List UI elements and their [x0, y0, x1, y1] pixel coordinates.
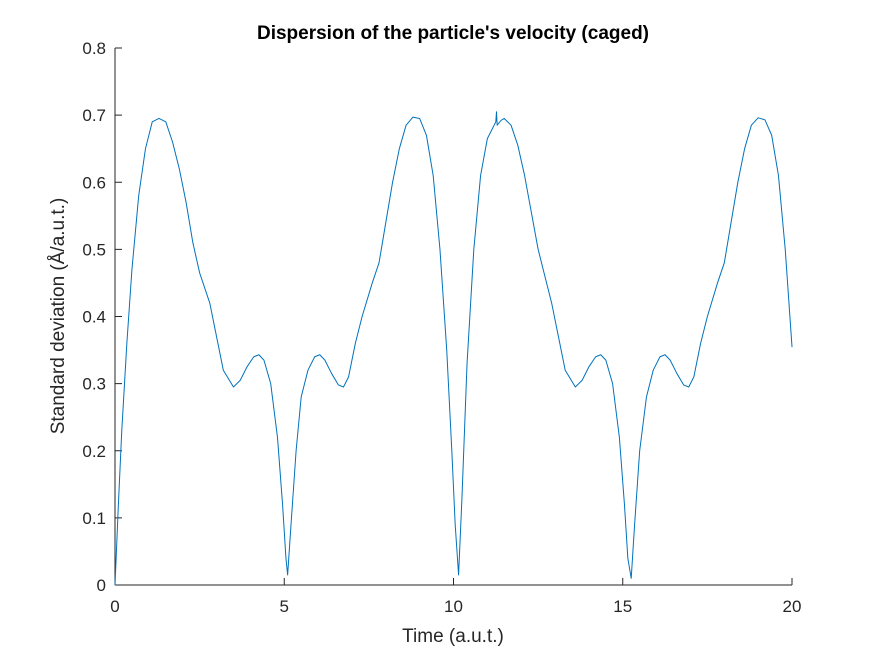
y-tick-label: 0.1 [82, 509, 106, 528]
y-tick-label: 0.6 [82, 173, 106, 192]
x-tick-label: 10 [444, 597, 463, 616]
x-tick-label: 5 [280, 597, 289, 616]
y-tick-label: 0.8 [82, 39, 106, 58]
chart-title: Dispersion of the particle's velocity (c… [257, 23, 649, 44]
x-tick-label: 15 [613, 597, 632, 616]
x-tick-label: 0 [110, 597, 119, 616]
y-tick-label: 0.7 [82, 106, 106, 125]
y-axis-label: Standard deviation (Å/a.u.t.) [48, 198, 69, 435]
y-tick-label: 0.2 [82, 442, 106, 461]
x-axis-label: Time (a.u.t.) [402, 626, 504, 647]
ticks: 0 5 10 15 20 0 0.1 0.2 0.3 0.4 0.5 0.6 0.7 0.8 [82, 39, 801, 616]
y-tick-label: 0.4 [82, 308, 106, 327]
y-tick-label: 0 [97, 576, 106, 595]
series-layer [114, 111, 793, 586]
y-tick-label: 0.3 [82, 375, 106, 394]
series-line [114, 111, 793, 586]
y-tick-label: 0.5 [82, 240, 106, 259]
x-tick-label: 20 [783, 597, 802, 616]
